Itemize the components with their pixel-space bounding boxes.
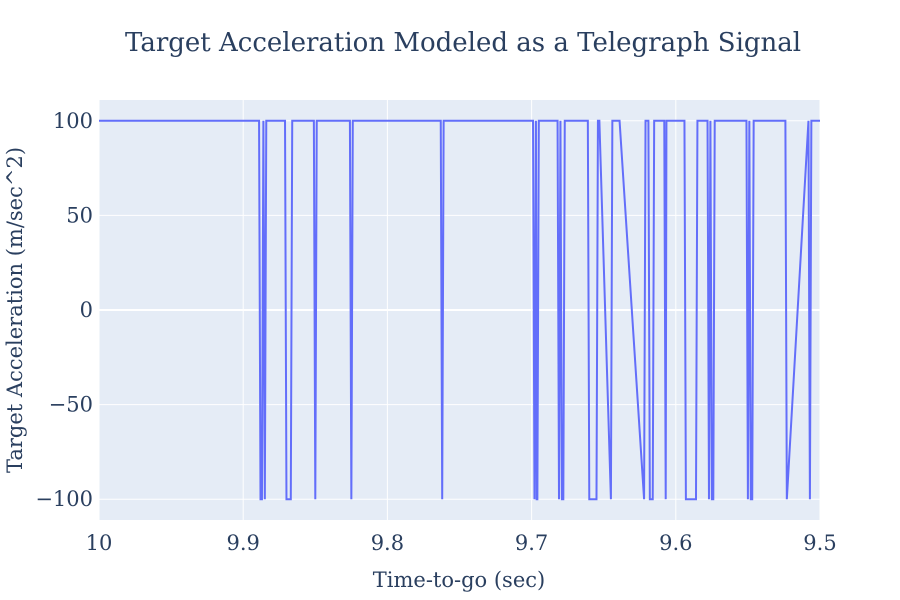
x-tick-label: 9.9 <box>226 531 259 555</box>
x-tick-labels: 10 9.9 9.8 9.7 9.6 9.5 <box>86 531 837 555</box>
y-tick-label: −100 <box>35 487 93 511</box>
x-tick-label: 9.5 <box>803 531 836 555</box>
x-tick-label: 9.6 <box>659 531 692 555</box>
y-tick-label: −50 <box>49 393 93 417</box>
y-tick-label: 0 <box>80 298 93 322</box>
x-axis-title: Time-to-go (sec) <box>373 568 545 592</box>
y-tick-labels: 100 50 0 −50 −100 <box>35 109 93 511</box>
y-tick-label: 100 <box>53 109 93 133</box>
x-tick-label: 9.8 <box>371 531 404 555</box>
y-axis-title: Target Acceleration (m/sec^2) <box>3 147 27 473</box>
chart-title: Target Acceleration Modeled as a Telegra… <box>125 28 801 58</box>
x-tick-label: 10 <box>86 531 113 555</box>
x-tick-label: 9.7 <box>515 531 548 555</box>
y-tick-label: 50 <box>66 203 93 227</box>
series-line <box>99 119 820 501</box>
